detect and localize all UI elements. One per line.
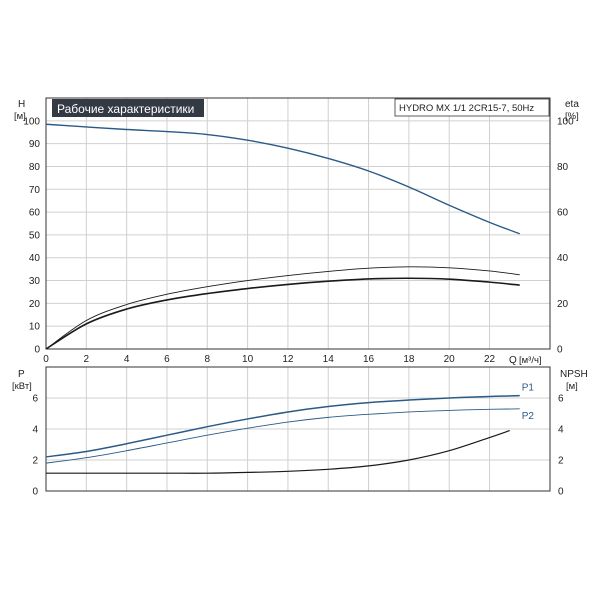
y-tick-label: 70 xyxy=(29,185,41,196)
x-tick-label: 10 xyxy=(242,354,254,365)
y2-axis-label-npsh: NPSH xyxy=(560,369,588,380)
y-tick-label: 20 xyxy=(29,299,41,310)
npsh-tick-label: 6 xyxy=(558,394,564,405)
top-chart-tick-labels: 0 2 4 6 8 10 12 14 16 18 20 22 0 10 20 30 40 50 60 70 80 90 10… xyxy=(23,116,574,365)
y-tick-label: 50 xyxy=(29,230,41,241)
y2-axis-unit-eta: [%] xyxy=(565,111,579,122)
y2-tick-label: 20 xyxy=(557,299,569,310)
y2-axis-label-eta: eta xyxy=(565,99,579,110)
x-axis-label-flow: Q xyxy=(509,355,517,366)
efficiency-curve-upper xyxy=(45,266,520,350)
x-tick-label: 12 xyxy=(282,354,294,365)
bottom-chart-series xyxy=(45,394,520,474)
y2-tick-label: 0 xyxy=(557,345,563,356)
y-tick-label: 80 xyxy=(29,162,41,173)
power-tick-label: 0 xyxy=(32,487,38,498)
x-tick-label: 18 xyxy=(403,354,415,365)
x-tick-label: 20 xyxy=(444,354,456,365)
series-label-p2: P2 xyxy=(522,411,535,422)
chart-subtitle-box xyxy=(394,98,550,117)
npsh-curve xyxy=(45,429,510,474)
top-chart-series xyxy=(45,123,521,350)
npsh-tick-label: 0 xyxy=(558,487,564,498)
y2-tick-label: 40 xyxy=(557,253,569,264)
x-tick-label: 2 xyxy=(84,354,90,365)
chart-subtitle: HYDRO MX 1/1 2CR15-7, 50Hz xyxy=(399,103,534,114)
x-tick-label: 16 xyxy=(363,354,375,365)
y-tick-label: 0 xyxy=(34,345,40,356)
power-curve-p2 xyxy=(45,408,520,464)
chart-title-box xyxy=(52,99,204,117)
series-label-p1: P1 xyxy=(522,383,535,394)
y2-axis-unit-npsh: [м] xyxy=(566,381,578,392)
x-tick-label: 22 xyxy=(484,354,496,365)
x-tick-label: 14 xyxy=(323,354,335,365)
y-axis-label-power: P xyxy=(18,369,25,380)
bottom-chart-grid xyxy=(45,367,550,492)
power-tick-label: 6 xyxy=(32,394,38,405)
y-tick-label: 60 xyxy=(29,208,41,219)
y-tick-label: 90 xyxy=(29,139,41,150)
y-tick-label: 100 xyxy=(23,116,40,127)
x-tick-label: 0 xyxy=(43,354,49,365)
y-axis-unit-head: [м] xyxy=(14,111,26,122)
npsh-tick-label: 2 xyxy=(558,456,564,467)
y-tick-label: 30 xyxy=(29,276,41,287)
y-axis-label-head: H xyxy=(18,99,25,110)
power-tick-label: 4 xyxy=(32,425,38,436)
x-tick-label: 8 xyxy=(204,354,210,365)
bottom-chart-frame xyxy=(45,366,551,492)
x-tick-label: 4 xyxy=(124,354,130,365)
efficiency-curve-lower xyxy=(45,277,520,350)
x-axis-unit-flow: [м³/ч] xyxy=(519,355,542,366)
power-tick-label: 2 xyxy=(32,456,38,467)
y2-tick-label: 60 xyxy=(557,208,569,219)
power-curve-p1 xyxy=(45,394,520,458)
head-curve xyxy=(45,123,521,235)
y-tick-label: 40 xyxy=(29,253,41,264)
bottom-chart-tick-labels: 0 2 4 6 0 2 4 6 xyxy=(32,394,564,498)
x-tick-label: 6 xyxy=(164,354,170,365)
top-chart-frame xyxy=(45,97,551,350)
y-tick-label: 10 xyxy=(29,322,41,333)
y-axis-unit-power: [кВт] xyxy=(12,381,32,392)
y2-tick-label: 100 xyxy=(557,116,574,127)
npsh-tick-label: 4 xyxy=(558,425,564,436)
y2-tick-label: 80 xyxy=(557,162,569,173)
chart-title: Рабочие характеристики xyxy=(57,102,194,116)
